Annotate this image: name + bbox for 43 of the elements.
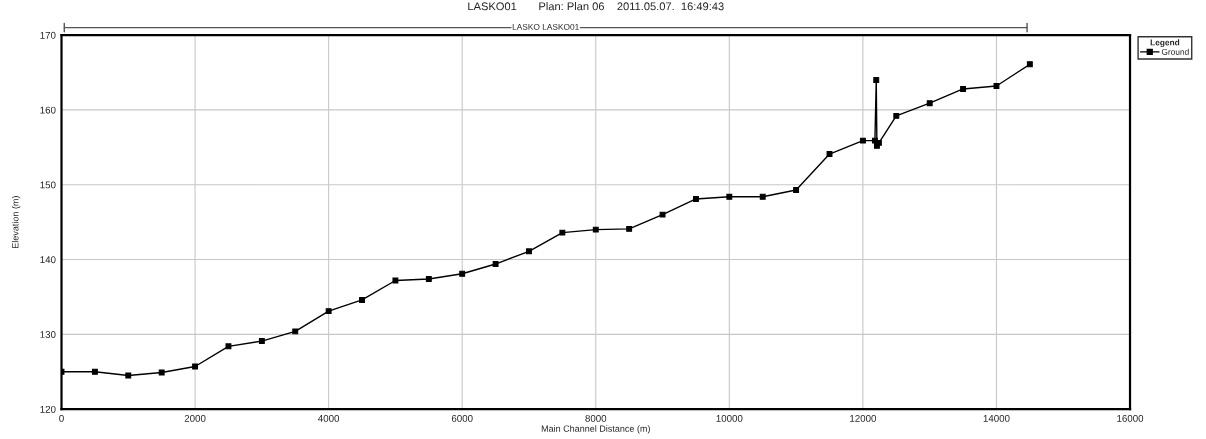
y-tick-label: 130	[40, 331, 56, 338]
y-tick-label: 120	[40, 405, 56, 413]
y-tick-label: 160	[40, 106, 56, 114]
point	[425, 276, 432, 282]
point	[526, 248, 532, 255]
y-axis-title: Elevation (m)	[11, 196, 21, 248]
point	[873, 77, 880, 83]
x-tick-label: 14000	[983, 414, 1010, 422]
point	[91, 368, 98, 375]
legend-title: Legend	[1150, 39, 1180, 48]
x-tick-label: 2000	[184, 414, 206, 422]
legend-label: Ground	[1161, 48, 1189, 55]
y-tick-label: 150	[40, 181, 56, 189]
x-tick-label: 8000	[585, 414, 607, 422]
point	[459, 270, 466, 277]
chart-title: LASKO01 Plan: Plan 06 2011.05.07. 16:49:43	[468, 2, 724, 11]
point	[592, 226, 599, 233]
point	[359, 296, 365, 303]
x-tick-label: 16000	[1117, 414, 1144, 422]
point	[559, 229, 566, 236]
point	[1026, 61, 1033, 68]
x-tick-label: 0	[59, 414, 64, 422]
x-tick-label: 4000	[318, 414, 340, 422]
y-tick-label: 140	[40, 256, 56, 264]
x-tick-label: 6000	[451, 414, 473, 422]
point	[258, 338, 265, 345]
y-tick-label: 170	[40, 31, 56, 39]
point	[960, 86, 967, 92]
point	[893, 112, 900, 119]
point	[492, 261, 499, 267]
point	[859, 137, 866, 144]
x-tick-label: 10000	[716, 414, 743, 422]
point	[692, 195, 699, 202]
point	[626, 225, 633, 232]
point	[793, 187, 800, 193]
point	[759, 193, 766, 200]
point	[292, 328, 299, 335]
x-tick-label: 12000	[850, 414, 877, 422]
x-axis-title: Main Channel Distance (m)	[541, 425, 650, 434]
point	[926, 100, 933, 107]
point	[726, 193, 733, 200]
text: LASKO LASKO01	[512, 23, 579, 30]
point	[325, 308, 332, 315]
